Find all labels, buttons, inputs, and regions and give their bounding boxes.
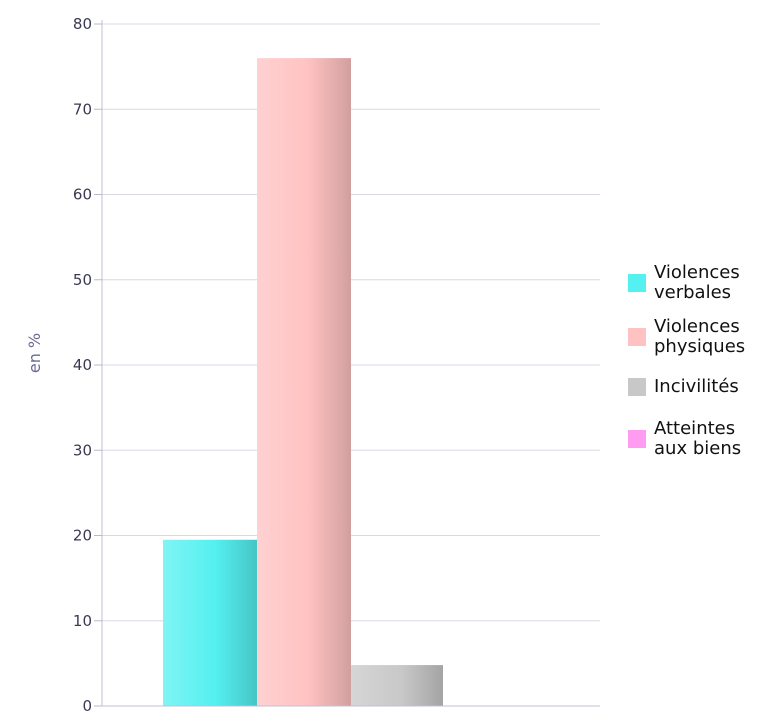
y-tick-label: 30	[73, 441, 92, 459]
y-tick-label: 0	[82, 697, 92, 711]
legend-label: Violences	[654, 316, 740, 337]
bar-violences-physiques[interactable]	[257, 58, 351, 707]
legend-label: physiques	[654, 336, 745, 357]
y-tick-label: 50	[73, 271, 92, 289]
legend-swatch	[628, 430, 646, 448]
bars	[163, 58, 443, 707]
bar-incivilit-s[interactable]	[351, 665, 443, 706]
y-tick-label: 70	[73, 100, 92, 118]
y-axis-title: en %	[25, 333, 44, 373]
legend-swatch	[628, 378, 646, 396]
y-tick-label: 40	[73, 356, 92, 374]
bar-violences-verbales[interactable]	[163, 539, 257, 706]
legend-label: aux biens	[654, 438, 741, 459]
y-tick-label: 20	[73, 527, 92, 545]
legend-label: verbales	[654, 282, 731, 303]
legend-swatch	[628, 328, 646, 346]
legend-label: Atteintes	[654, 418, 735, 439]
legend: ViolencesverbalesViolencesphysiquesInciv…	[628, 262, 745, 459]
legend-item[interactable]: Incivilités	[628, 376, 739, 397]
y-tick-label: 10	[73, 612, 92, 630]
y-tick-label: 60	[73, 186, 92, 204]
y-tick-label: 80	[73, 15, 92, 33]
legend-label: Violences	[654, 262, 740, 283]
legend-swatch	[628, 274, 646, 292]
y-axis-ticks: 0 10 20 30 40 50 60 70 80	[73, 15, 102, 711]
legend-label: Incivilités	[654, 376, 739, 397]
axes	[101, 20, 600, 707]
